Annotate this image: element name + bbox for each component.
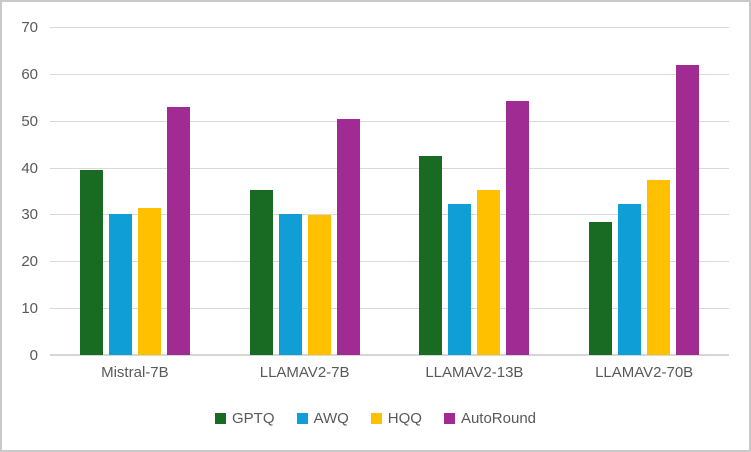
legend-item-gptq: GPTQ: [214, 410, 275, 427]
bar-autoround-mistral-7b: [166, 107, 190, 355]
bar-hqq-mistral-7b: [137, 208, 161, 355]
gridline-10: [50, 308, 729, 310]
legend: GPTQ AWQ HQQ AutoRound: [2, 410, 749, 427]
bar-group-llamav2-7b: [220, 27, 390, 355]
bar-group-mistral-7b: [50, 27, 220, 355]
y-axis: 0 10 20 30 40 50 60 70: [2, 20, 38, 363]
gridline-60: [50, 73, 729, 75]
bar-awq-llamav2-13b: [448, 204, 472, 355]
y-tick-label-10: 10: [21, 300, 38, 318]
gridline-20: [50, 261, 729, 263]
x-category-label-llamav2-70b: LLAMAV2-70B: [595, 364, 694, 381]
y-tick-label-60: 60: [21, 65, 38, 83]
gridline-70: [50, 27, 729, 28]
legend-label-gptq: GPTQ: [231, 410, 275, 427]
y-tick-label-20: 20: [21, 253, 38, 271]
bar-autoround-llamav2-7b: [336, 118, 360, 355]
legend-item-autoround: AutoRound: [443, 410, 537, 427]
bar-awq-llamav2-7b: [278, 214, 302, 355]
bar-awq-mistral-7b: [108, 214, 132, 355]
bar-group-llamav2-70b: [559, 27, 729, 355]
bar-gptq-llamav2-70b: [589, 222, 613, 355]
y-tick-label-70: 70: [21, 19, 38, 36]
bar-hqq-llamav2-70b: [647, 179, 671, 355]
y-tick-label-40: 40: [21, 159, 38, 177]
legend-swatch-autoround: [443, 413, 455, 424]
bar-autoround-llamav2-70b: [676, 64, 700, 355]
bar-autoround-llamav2-13b: [506, 101, 530, 355]
legend-item-hqq: HQQ: [370, 410, 422, 427]
legend-label-autoround: AutoRound: [460, 410, 537, 427]
bar-gptq-llamav2-13b: [419, 155, 443, 355]
y-tick-label-0: 0: [29, 347, 38, 364]
legend-swatch-awq: [296, 413, 308, 424]
bar-gptq-mistral-7b: [79, 169, 103, 355]
bar-group-llamav2-13b: [390, 27, 560, 355]
legend-swatch-gptq: [214, 413, 226, 424]
bar-hqq-llamav2-13b: [477, 189, 501, 355]
legend-item-awq: AWQ: [296, 410, 349, 427]
x-category-label-mistral-7b: Mistral-7B: [101, 364, 169, 381]
gridline-50: [50, 120, 729, 122]
legend-label-hqq: HQQ: [387, 410, 422, 427]
bar-awq-llamav2-70b: [618, 204, 642, 355]
gridline-40: [50, 167, 729, 169]
gridline-0: [50, 354, 729, 356]
y-tick-label-30: 30: [21, 206, 38, 224]
x-category-label-llamav2-13b: LLAMAV2-13B: [425, 364, 524, 381]
bar-hqq-llamav2-7b: [307, 215, 331, 355]
bar-groups: [50, 27, 729, 355]
plot-area: [50, 27, 729, 356]
x-category-label-llamav2-7b: LLAMAV2-7B: [259, 364, 350, 381]
gridline-30: [50, 214, 729, 216]
x-axis: Mistral-7B LLAMAV2-7B LLAMAV2-13B LLAMAV2-7…: [50, 364, 729, 381]
legend-label-awq: AWQ: [313, 410, 349, 427]
legend-swatch-hqq: [370, 413, 382, 424]
y-tick-label-50: 50: [21, 112, 38, 130]
bar-gptq-llamav2-7b: [249, 189, 273, 355]
